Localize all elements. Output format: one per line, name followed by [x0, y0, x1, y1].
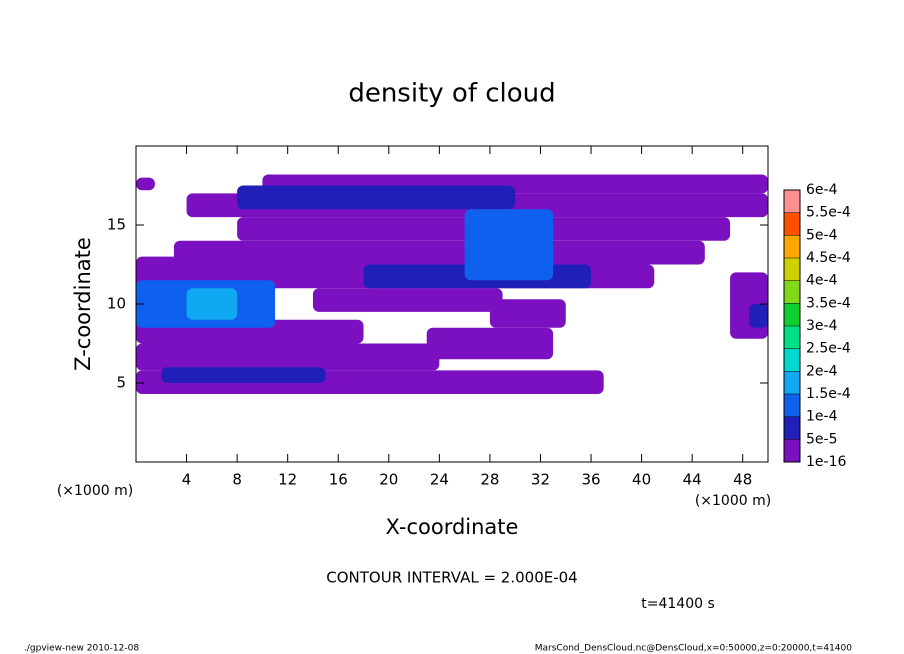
colorbar-band — [784, 371, 800, 394]
x-tick-label: 44 — [683, 471, 702, 489]
colorbar-label: 2e-4 — [806, 363, 838, 379]
x-axis-label: X-coordinate — [386, 515, 519, 539]
x-tick-label: 24 — [430, 471, 449, 489]
x-tick-label: 16 — [329, 471, 348, 489]
colorbar-label: 1e-16 — [806, 454, 846, 470]
y-tick-label: 15 — [107, 216, 126, 234]
colorbar-band — [784, 394, 800, 417]
contour-region — [312, 288, 503, 312]
y-tick-label: 5 — [116, 374, 126, 392]
x-tick-label: 48 — [733, 471, 752, 489]
contour-region — [173, 240, 705, 265]
contour-region — [136, 177, 155, 191]
colorbar-label: 5e-5 — [806, 431, 837, 447]
colorbar-label: 5.5e-4 — [806, 205, 851, 221]
x-tick-label: 36 — [581, 471, 600, 489]
contour-region — [749, 304, 768, 328]
colorbar-band — [784, 326, 800, 349]
colorbar-label: 3.5e-4 — [806, 295, 851, 311]
colorbar-band — [784, 258, 800, 281]
colorbar-band — [784, 280, 800, 304]
colorbar-label: 1e-4 — [806, 409, 838, 425]
x-tick-label: 12 — [278, 471, 297, 489]
footer-right: MarsCond_DensCloud.nc@DensCloud,x=0:5000… — [535, 644, 852, 654]
y-unit: (×1000 m) — [57, 483, 133, 499]
contour-region — [237, 185, 516, 210]
x-tick-label: 20 — [379, 471, 398, 489]
x-tick-label: 8 — [232, 471, 242, 489]
colorbar-label: 4e-4 — [806, 273, 838, 289]
colorbar-band — [784, 416, 800, 440]
time-label: t=41400 s — [641, 596, 715, 612]
contour-interval: CONTOUR INTERVAL = 2.000E-04 — [326, 569, 577, 587]
footer-left: ./gpview-new 2010-12-08 — [24, 644, 139, 654]
chart-title: density of cloud — [348, 79, 555, 109]
contour-region — [464, 209, 554, 281]
colorbar-label: 1.5e-4 — [806, 386, 851, 402]
x-tick-label: 32 — [531, 471, 550, 489]
colorbar-label: 4.5e-4 — [806, 250, 851, 266]
x-tick-label: 4 — [182, 471, 192, 489]
contour-region — [426, 327, 554, 360]
colorbar-label: 5e-4 — [806, 227, 838, 243]
x-unit: (×1000 m) — [695, 493, 771, 509]
colorbar-label: 6e-4 — [806, 182, 838, 198]
colorbar-label: 2.5e-4 — [806, 341, 851, 357]
colorbar-band — [784, 348, 800, 372]
x-tick-label: 40 — [632, 471, 651, 489]
contour-region — [161, 367, 326, 383]
colorbar-band — [784, 439, 800, 462]
colorbar-band — [784, 235, 800, 258]
colorbar-label: 3e-4 — [806, 318, 838, 334]
colorbar-band — [784, 212, 800, 236]
colorbar-band — [784, 303, 800, 326]
colorbar-band — [784, 190, 800, 213]
contour-region — [186, 288, 238, 320]
y-tick-label: 10 — [107, 295, 126, 313]
contour-region — [489, 299, 566, 328]
x-tick-label: 28 — [480, 471, 499, 489]
y-axis-label: Z-coordinate — [71, 237, 95, 371]
contour-region — [136, 343, 440, 371]
